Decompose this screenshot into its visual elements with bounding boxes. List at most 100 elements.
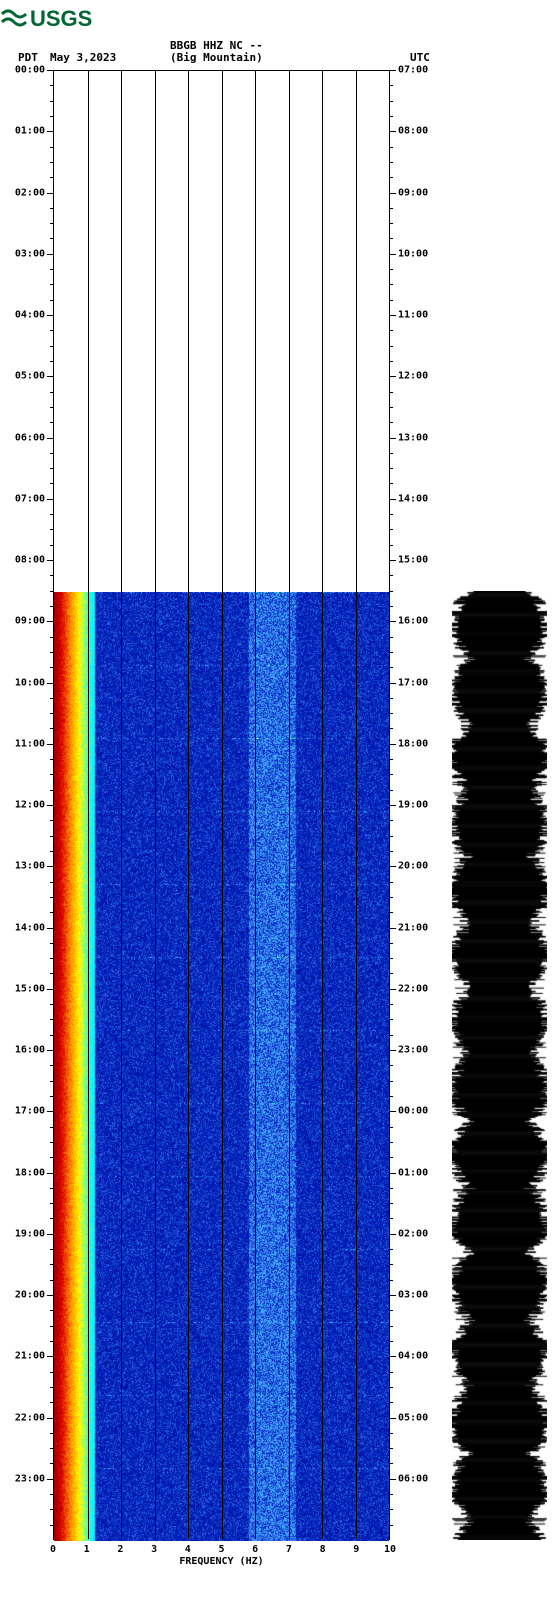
- y-right-minor-tick: [390, 606, 393, 607]
- y-left-minor-tick: [50, 361, 53, 362]
- y-right-minor-tick: [390, 759, 393, 760]
- y-left-minor-tick: [50, 1081, 53, 1082]
- y-right-minor-tick: [390, 422, 393, 423]
- y-right-tick: [390, 560, 396, 561]
- y-left-minor-tick: [50, 897, 53, 898]
- y-right-minor-tick: [390, 514, 393, 515]
- y-right-tick-label: 21:00: [398, 922, 428, 933]
- y-left-tick: [47, 376, 53, 377]
- y-left-tick-label: 02:00: [15, 187, 45, 198]
- y-right-tick: [390, 70, 396, 71]
- y-right-tick: [390, 1111, 396, 1112]
- waveform-canvas: [452, 591, 547, 1540]
- y-right-minor-tick: [390, 1310, 393, 1311]
- y-right-minor-tick: [390, 1004, 393, 1005]
- y-right-tick-label: 01:00: [398, 1167, 428, 1178]
- y-right-tick-label: 13:00: [398, 432, 428, 443]
- y-right-tick-label: 16:00: [398, 616, 428, 627]
- y-left-minor-tick: [50, 177, 53, 178]
- x-gridline: [222, 71, 223, 1539]
- x-tick-label: 10: [384, 1544, 396, 1555]
- y-left-tick: [47, 438, 53, 439]
- y-left-minor-tick: [50, 1326, 53, 1327]
- y-left-minor-tick: [50, 1142, 53, 1143]
- y-right-tick-label: 04:00: [398, 1351, 428, 1362]
- y-left-minor-tick: [50, 238, 53, 239]
- y-right-tick: [390, 866, 396, 867]
- y-left-minor-tick: [50, 1433, 53, 1434]
- y-right-minor-tick: [390, 698, 393, 699]
- y-left-tick-label: 16:00: [15, 1045, 45, 1056]
- y-left-minor-tick: [50, 882, 53, 883]
- y-right-tick-label: 18:00: [398, 738, 428, 749]
- x-gridline: [255, 71, 256, 1539]
- y-left-minor-tick: [50, 774, 53, 775]
- y-right-minor-tick: [390, 177, 393, 178]
- y-right-minor-tick: [390, 1387, 393, 1388]
- y-right-tick-label: 09:00: [398, 187, 428, 198]
- y-left-tick-label: 20:00: [15, 1290, 45, 1301]
- y-right-minor-tick: [390, 575, 393, 576]
- y-right-tick-label: 23:00: [398, 1045, 428, 1056]
- x-axis-label: FREQUENCY (HZ): [179, 1556, 263, 1567]
- y-left-tick: [47, 560, 53, 561]
- y-left-tick-label: 03:00: [15, 248, 45, 259]
- y-right-minor-tick: [390, 1463, 393, 1464]
- y-left-tick: [47, 1234, 53, 1235]
- y-left-tick-label: 01:00: [15, 126, 45, 137]
- plot-container: 00:0001:0002:0003:0004:0005:0006:0007:00…: [0, 70, 552, 1600]
- y-left-minor-tick: [50, 392, 53, 393]
- y-left-tick: [47, 499, 53, 500]
- y-right-minor-tick: [390, 223, 393, 224]
- date-label: May 3,2023: [50, 51, 116, 64]
- y-left-tick: [47, 989, 53, 990]
- y-right-minor-tick: [390, 483, 393, 484]
- y-right-minor-tick: [390, 1341, 393, 1342]
- x-tick-label: 6: [252, 1544, 258, 1555]
- y-left-minor-tick: [50, 1065, 53, 1066]
- y-left-tick-label: 17:00: [15, 1106, 45, 1117]
- y-left-minor-tick: [50, 529, 53, 530]
- y-right-minor-tick: [390, 851, 393, 852]
- y-right-tick: [390, 1295, 396, 1296]
- y-right-tick: [390, 1234, 396, 1235]
- y-right-tick-label: 05:00: [398, 1412, 428, 1423]
- y-left-tick-label: 23:00: [15, 1473, 45, 1484]
- y-right-tick: [390, 1356, 396, 1357]
- y-left-tick: [47, 131, 53, 132]
- y-left-minor-tick: [50, 1019, 53, 1020]
- y-left-tick: [47, 866, 53, 867]
- y-left-minor-tick: [50, 591, 53, 592]
- y-left-tick-label: 11:00: [15, 738, 45, 749]
- y-right-minor-tick: [390, 1218, 393, 1219]
- y-left-minor-tick: [50, 1203, 53, 1204]
- y-left-minor-tick: [50, 790, 53, 791]
- y-left-tick-label: 19:00: [15, 1228, 45, 1239]
- y-left-minor-tick: [50, 346, 53, 347]
- y-left-tick: [47, 1111, 53, 1112]
- y-left-minor-tick: [50, 1341, 53, 1342]
- y-left-tick: [47, 1295, 53, 1296]
- y-left-tick: [47, 315, 53, 316]
- y-right-tick-label: 17:00: [398, 677, 428, 688]
- y-left-tick: [47, 70, 53, 71]
- y-right-minor-tick: [390, 361, 393, 362]
- y-right-minor-tick: [390, 820, 393, 821]
- x-gridline: [289, 71, 290, 1539]
- x-tick-label: 4: [185, 1544, 191, 1555]
- y-left-tick-label: 21:00: [15, 1351, 45, 1362]
- y-left-minor-tick: [50, 759, 53, 760]
- y-left-minor-tick: [50, 545, 53, 546]
- y-right-tick-label: 06:00: [398, 1473, 428, 1484]
- y-left-tick-label: 07:00: [15, 493, 45, 504]
- y-right-tick: [390, 131, 396, 132]
- y-right-tick: [390, 438, 396, 439]
- y-left-minor-tick: [50, 208, 53, 209]
- y-left-minor-tick: [50, 851, 53, 852]
- y-left-minor-tick: [50, 1525, 53, 1526]
- y-left-minor-tick: [50, 1218, 53, 1219]
- y-left-tick-label: 22:00: [15, 1412, 45, 1423]
- y-right-minor-tick: [390, 1433, 393, 1434]
- y-right-minor-tick: [390, 1280, 393, 1281]
- y-right-tick: [390, 193, 396, 194]
